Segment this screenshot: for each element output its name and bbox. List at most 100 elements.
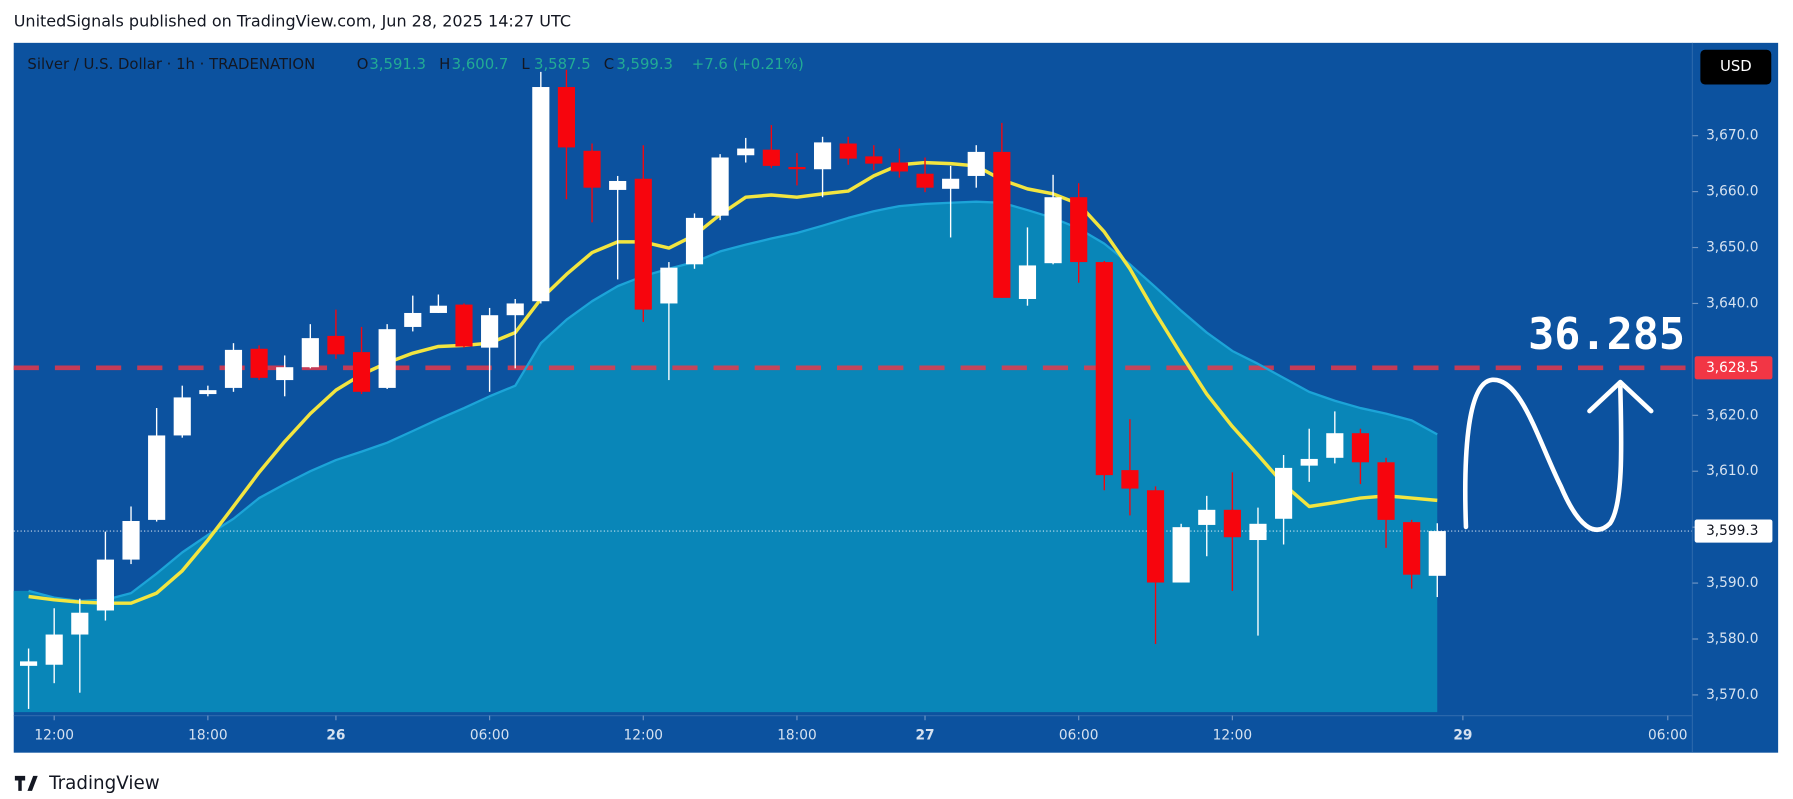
y-tick-label: 3,580.0 [1706,631,1758,647]
footer-logo: TradingView [14,773,160,794]
candle-body [301,338,319,368]
x-tick-label: 12:00 [624,727,664,743]
ohlc-value: 3,599.3 [616,55,673,73]
candle-body [1018,265,1037,299]
y-tick-label: 3,640.0 [1706,295,1758,311]
ohlc-key: L [521,55,530,73]
candle-body [148,435,166,520]
candle-body [788,166,806,170]
candle-body [1044,197,1062,264]
candle-body [199,390,217,395]
candle-body [276,367,294,381]
x-tick-label: 18:00 [777,727,817,743]
candle-body [429,305,447,313]
candle-body [506,303,524,316]
candle-body [224,349,243,388]
x-tick-label: 26 [326,727,345,743]
candle-body [481,315,499,348]
candle-body [1403,522,1421,575]
candle-body [865,156,883,164]
y-tick-label: 3,660.0 [1706,184,1758,200]
ma-area [13,201,1438,713]
candle-body [96,559,114,611]
y-tick-label: 3,670.0 [1706,128,1758,144]
candle-body [634,178,652,310]
ma-line [28,160,1438,605]
candle-body [813,142,832,170]
candle-body [455,304,473,347]
candle-body [532,87,550,302]
price-badge [1694,519,1773,543]
candle-body [1121,470,1139,489]
candle-body [967,151,985,176]
x-tick-label: 12:00 [34,727,74,743]
candle-body [1428,531,1446,576]
published-line: UnitedSignals published on TradingView.c… [14,11,571,30]
candle-body [1300,458,1318,466]
x-tick-label: 12:00 [1213,727,1253,743]
x-tick-label: 29 [1453,727,1472,743]
footer-text: TradingView [48,773,160,794]
y-tick-label: 3,620.0 [1706,407,1758,423]
price-badge-label: 3,628.5 [1706,360,1758,376]
candle-body [609,180,627,190]
candle-body [45,634,63,665]
candle-body [1146,490,1165,583]
candle-body [839,143,857,159]
candle-body [890,162,908,172]
candle-body [1172,527,1190,583]
y-tick-label: 3,590.0 [1706,575,1758,591]
candle-body [993,151,1011,298]
candle-body [327,335,345,355]
y-tick-label: 3,610.0 [1706,463,1758,479]
candle-body [404,312,422,327]
candle-body [685,217,704,265]
candle-body [378,329,396,388]
candle-body [711,157,729,216]
candle-body [916,173,934,188]
ohlc-value: 3,600.7 [452,55,509,73]
y-tick-label: 3,650.0 [1706,239,1758,255]
symbol-title: Silver / U.S. Dollar · 1h · TRADENATION [27,55,315,73]
x-tick-label: 27 [915,727,934,743]
candle-body [762,149,780,166]
candle-body [1095,262,1113,476]
currency-label[interactable]: USD [1720,57,1752,75]
candle-body [1070,197,1088,263]
ohlc-change: +7.6 (+0.21%) [692,55,804,73]
x-tick-label: 06:00 [1648,727,1688,743]
candle-body [20,661,38,666]
ohlc-legend: O 3,591.3 H 3,600.7 L 3,587.5 C 3,599.3 +7.6 (+0… [357,55,804,73]
candle-body [1275,467,1293,519]
chart-legend: Silver / U.S. Dollar · 1h · TRADENATION [27,55,315,73]
candle-body [122,521,140,560]
ma-area-edge [28,200,1438,603]
y-tick-label: 3,570.0 [1706,687,1758,703]
x-tick-label: 18:00 [188,727,228,743]
candle-body [173,397,191,436]
currency-button[interactable] [1700,49,1772,85]
candle-body [557,87,576,148]
x-tick-label: 06:00 [1059,727,1099,743]
price-badge [1694,356,1773,380]
ohlc-key: H [439,55,450,73]
ohlc-value: 3,587.5 [534,55,591,73]
ohlc-key: O [357,55,369,73]
candle-body [583,150,601,188]
candle-body [1326,433,1344,458]
plot [13,69,1693,713]
x-tick-label: 06:00 [470,727,510,743]
candle-body [1249,523,1267,541]
price-badge-label: 3,599.3 [1706,523,1758,539]
candle-body [71,612,89,635]
candle-body [1377,462,1395,520]
candle-body [352,352,371,392]
candle-body [942,178,960,189]
annotation: 36.285 [1528,309,1685,360]
candle-body [660,267,678,304]
candle-body [250,348,268,378]
hand-drawn-arrow [1463,377,1654,533]
candle-body [737,148,755,156]
ohlc-key: C [604,55,614,73]
